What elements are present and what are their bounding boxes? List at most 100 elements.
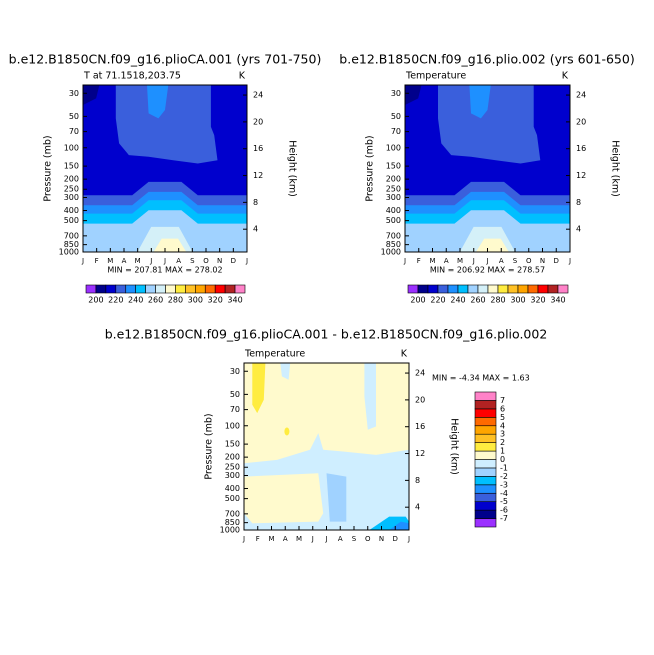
y2-tick-label: 20 — [576, 117, 586, 126]
x-tick-label: A — [499, 257, 504, 265]
colorbar-box — [105, 284, 117, 294]
y-tick-label: 70 — [69, 127, 79, 136]
x-tick-label: D — [393, 535, 398, 543]
colorbar-box — [474, 450, 497, 460]
subtitle: Temperature — [244, 349, 305, 360]
colorbar-box — [204, 284, 216, 294]
colorbar-label: -6 — [500, 506, 508, 515]
y-tick-label: 50 — [69, 112, 79, 121]
y-tick-label: 30 — [230, 367, 240, 376]
x-tick-label: A — [338, 535, 343, 543]
colorbar-box — [474, 492, 497, 502]
colorbar-box — [427, 284, 439, 294]
x-tick-label: J — [568, 257, 571, 265]
colorbar-box — [474, 425, 497, 435]
y2-tick-label: 4 — [253, 225, 258, 234]
y-tick-label: 300 — [386, 193, 401, 202]
colorbar-label: 300 — [510, 296, 525, 305]
colorbar-box — [155, 284, 166, 294]
chart-title: b.e12.B1850CN.f09_g16.plioCA.001 - b.e12… — [105, 327, 548, 342]
colorbar-label: 7 — [500, 396, 505, 405]
y-tick-label: 30 — [391, 89, 401, 98]
contour-fill — [364, 363, 376, 430]
x-tick-label: F — [417, 257, 421, 265]
y-tick-label: 250 — [225, 463, 240, 472]
colorbar-box — [474, 509, 497, 519]
colorbar-box — [474, 467, 497, 477]
y-tick-label: 700 — [64, 231, 79, 240]
colorbar-box — [474, 476, 497, 486]
x-tick-label: J — [311, 535, 314, 543]
colorbar-label: 3 — [500, 430, 505, 439]
colorbar-box — [474, 417, 497, 427]
colorbar-label: -1 — [500, 463, 508, 472]
chart-title: b.e12.B1850CN.f09_g16.plioCA.001 (yrs 70… — [9, 52, 322, 67]
y-tick-label: 700 — [386, 231, 401, 240]
contour-fill — [469, 85, 491, 119]
y-tick-label: 70 — [391, 127, 401, 136]
colorbar-box — [527, 284, 539, 294]
colorbar-box — [507, 284, 519, 294]
y-tick-label: 300 — [225, 471, 240, 480]
colorbar-box — [474, 408, 497, 418]
colorbar-box — [125, 284, 136, 294]
x-tick-label: O — [365, 535, 371, 543]
x-tick-label: A — [444, 257, 449, 265]
contour-fill — [284, 427, 290, 436]
chart-title: b.e12.B1850CN.f09_g16.plio.002 (yrs 601-… — [339, 52, 634, 67]
contour-fill — [115, 85, 218, 164]
y-tick-label: 500 — [225, 494, 240, 503]
x-tick-label: M — [429, 257, 435, 265]
colorbar-label: 280 — [168, 296, 183, 305]
colorbar-box — [474, 484, 497, 494]
y-tick-label: 1000 — [59, 248, 79, 257]
y2-axis-label: Height (km) — [449, 418, 460, 475]
units-label: K — [239, 71, 246, 82]
units-label: K — [562, 71, 569, 82]
x-tick-label: J — [407, 535, 410, 543]
colorbar-box — [447, 284, 459, 294]
colorbar-label: 240 — [450, 296, 465, 305]
y-tick-label: 700 — [225, 509, 240, 518]
y2-tick-label: 20 — [253, 117, 263, 126]
colorbar-label: 300 — [188, 296, 203, 305]
x-tick-label: A — [283, 535, 288, 543]
y-tick-label: 200 — [64, 175, 79, 184]
min-max: MIN = -4.34 MAX = 1.63 — [432, 374, 530, 383]
y2-tick-label: 24 — [253, 91, 263, 100]
subtitle: T at 71.1518,203.75 — [83, 71, 181, 82]
y2-tick-label: 8 — [415, 476, 420, 485]
x-tick-label: J — [242, 535, 245, 543]
colorbar-label: -2 — [500, 472, 508, 481]
x-tick-label: S — [513, 257, 518, 265]
colorbar-box — [224, 284, 236, 294]
y-tick-label: 850 — [64, 240, 79, 249]
colorbar-box — [487, 284, 499, 294]
y-tick-label: 850 — [386, 240, 401, 249]
colorbar-label: 220 — [430, 296, 445, 305]
contour-fill — [83, 85, 100, 105]
contour-fill — [389, 521, 409, 530]
colorbar-label: 4 — [500, 421, 505, 430]
min-max: MIN = 206.92 MAX = 278.57 — [430, 266, 545, 275]
x-tick-label: M — [107, 257, 113, 265]
y2-tick-label: 24 — [576, 91, 586, 100]
y-tick-label: 150 — [386, 162, 401, 171]
units-label: K — [401, 349, 408, 360]
colorbar-box — [185, 284, 196, 294]
colorbar-label: 320 — [530, 296, 545, 305]
colorbar-box — [214, 284, 226, 294]
x-tick-label: M — [135, 257, 141, 265]
contour-fill — [451, 238, 534, 252]
contour-fill — [244, 473, 324, 524]
y2-tick-label: 12 — [415, 449, 425, 458]
y2-tick-label: 24 — [415, 369, 425, 378]
colorbar-label: 5 — [500, 413, 505, 422]
min-max: MIN = 207.81 MAX = 278.02 — [107, 266, 222, 275]
y-tick-label: 850 — [225, 518, 240, 527]
y2-tick-label: 8 — [576, 198, 581, 207]
y-tick-label: 100 — [386, 143, 401, 152]
y-axis-label: Pressure (mb) — [43, 135, 54, 201]
y-axis-label: Pressure (mb) — [365, 135, 376, 201]
